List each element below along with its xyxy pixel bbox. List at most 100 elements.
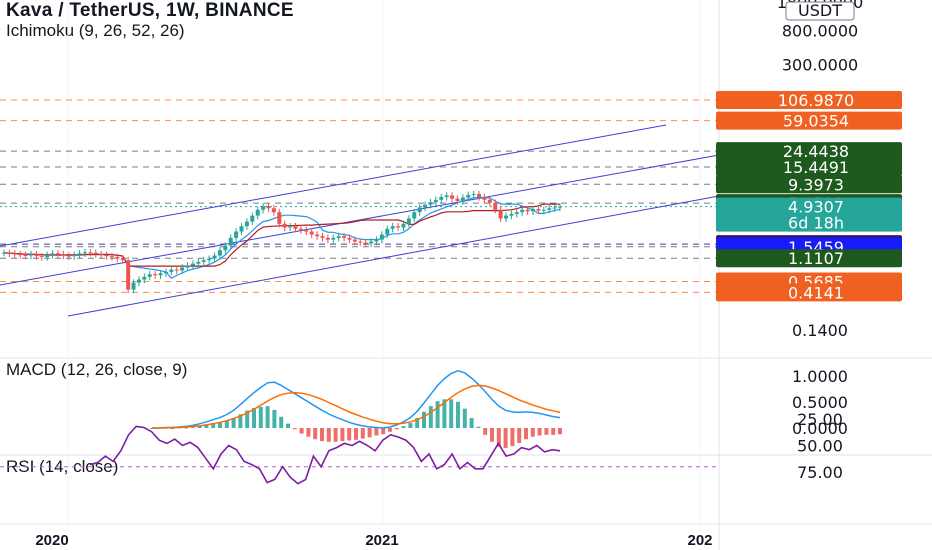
macd-histogram-bar [476, 426, 481, 428]
macd-histogram-bar [231, 418, 236, 428]
rsi-line [89, 425, 561, 485]
candle-body [196, 261, 201, 264]
candle-body [444, 195, 449, 198]
macd-histogram-bar [408, 423, 413, 428]
price-tick-label: 300.0000 [782, 55, 858, 74]
macd-histogram-bar [428, 406, 433, 428]
candle-body [315, 234, 320, 237]
channel-lower [67, 195, 720, 317]
macd-histogram-bar [306, 428, 311, 437]
price-level-badge [716, 111, 902, 130]
candle-body [136, 279, 141, 283]
price-level-badge [716, 91, 902, 109]
candle-body [525, 209, 530, 212]
macd-histogram-bar [286, 423, 290, 428]
candle-body [304, 230, 309, 232]
time-tick-label: 2021 [365, 532, 398, 549]
macd-histogram-bar [333, 428, 338, 442]
candle-body [18, 254, 23, 256]
price-level-badge [716, 142, 902, 161]
candle-body [271, 208, 276, 213]
macd-histogram-bar [252, 408, 256, 428]
candle-body [298, 228, 303, 231]
candle-body [120, 258, 125, 261]
candle-body [363, 242, 368, 244]
macd-histogram-bar [245, 410, 250, 428]
macd-histogram-bar [190, 426, 195, 428]
candle-body [547, 208, 552, 210]
macd-histogram-bar [367, 428, 372, 438]
candle-body [55, 253, 60, 255]
candle-body [153, 274, 158, 276]
price-level-badge [716, 175, 902, 194]
macd-histogram-bar [544, 428, 549, 435]
price-level-value: 9.3973 [788, 175, 844, 194]
candle-body [379, 234, 384, 240]
macd-tick-label: 1.0000 [792, 367, 848, 386]
candle-body [50, 253, 55, 255]
rsi-tick-label: 75.00 [797, 463, 843, 482]
candle-body [531, 209, 536, 212]
candle-body [433, 199, 438, 203]
candle-body [126, 260, 131, 290]
candle-body [66, 255, 71, 257]
macd-tick-label: 0.5000 [792, 393, 848, 412]
price-tick-label: 800.0000 [782, 21, 858, 40]
candle-body [185, 265, 190, 268]
candle-body [493, 202, 498, 210]
candle-body [385, 228, 390, 235]
candle-body [536, 209, 541, 211]
ichimoku-lines [3, 196, 561, 279]
candlestick-series [2, 190, 562, 294]
macd-histogram-bar [524, 428, 528, 440]
macd-panel: 1.0000 0.5000 0.0000 [150, 367, 848, 448]
macd-histogram-bar [503, 428, 508, 448]
candle-body [228, 237, 233, 246]
candle-body [190, 263, 195, 266]
macd-histogram-bar [320, 428, 324, 442]
candle-body [336, 236, 341, 238]
candle-body [115, 257, 120, 259]
candle-body [104, 254, 109, 257]
macd-histogram-bar [224, 420, 229, 428]
candle-body [88, 252, 93, 254]
candle-body [455, 198, 460, 201]
macd-histogram-bar [449, 399, 454, 428]
candle-body [439, 197, 444, 200]
signal-line [152, 384, 561, 429]
candle-body [541, 209, 546, 211]
macd-histogram-bar [374, 428, 379, 436]
candle-body [514, 212, 519, 214]
candle-body [466, 194, 471, 198]
macd-histogram-bar [340, 428, 345, 442]
candle-body [212, 255, 217, 259]
rsi-tick-label: 50.00 [797, 437, 843, 456]
macd-histogram-bar [442, 399, 447, 428]
candle-body [169, 269, 174, 272]
candle-body [223, 245, 228, 251]
price-level-badge [716, 249, 902, 268]
macd-histogram-bar [347, 428, 352, 441]
candle-body [277, 212, 282, 224]
candle-body [498, 209, 503, 219]
candle-body [131, 282, 136, 290]
candle-body [374, 239, 379, 242]
candle-body [174, 269, 179, 271]
macd-histogram-bar [415, 418, 420, 428]
price-level-value: 15.4491 [783, 158, 849, 177]
candle-body [250, 215, 255, 222]
candle-body [358, 241, 363, 243]
candle-body [142, 276, 147, 280]
candle-body [288, 226, 293, 228]
candle-body [239, 226, 244, 232]
price-level-badge [716, 283, 902, 302]
macd-histogram-bar [496, 428, 501, 447]
macd-tick-label: 0.0000 [792, 419, 848, 438]
candle-body [396, 226, 401, 228]
candle-body [266, 206, 271, 209]
candle-body [369, 241, 374, 244]
macd-histogram-bar [272, 409, 277, 428]
candle-body [423, 204, 428, 208]
